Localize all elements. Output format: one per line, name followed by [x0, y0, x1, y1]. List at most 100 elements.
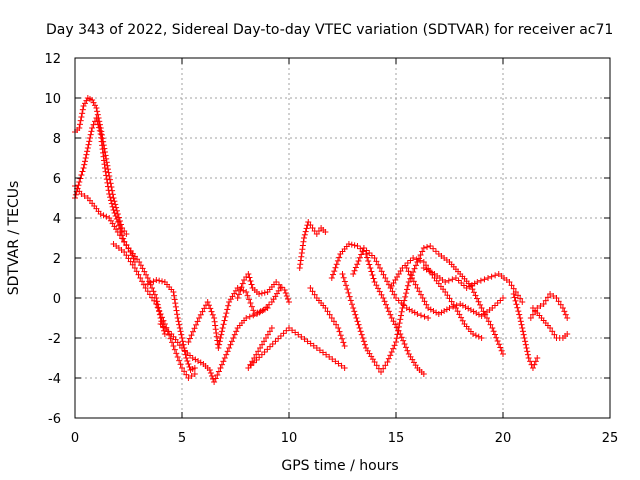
data-point — [150, 278, 157, 285]
data-point — [384, 305, 391, 311]
data-point — [380, 271, 387, 278]
data-point — [474, 295, 481, 302]
data-point — [340, 274, 347, 281]
data-point — [351, 308, 358, 315]
y-tick-label: 12 — [44, 52, 61, 67]
data-point — [340, 339, 347, 346]
data-point — [105, 183, 112, 190]
data-point — [336, 254, 343, 261]
data-point — [320, 349, 327, 356]
data-point — [412, 262, 419, 269]
data-point — [357, 328, 364, 335]
data-point — [553, 295, 560, 301]
data-point — [230, 335, 237, 341]
data-point — [444, 292, 451, 299]
data-point — [427, 243, 434, 249]
data-point — [83, 151, 90, 158]
data-point — [142, 285, 149, 291]
data-point — [212, 375, 219, 382]
data-point — [102, 168, 109, 175]
data-point — [523, 345, 530, 351]
data-point — [459, 317, 466, 324]
data-point — [550, 293, 557, 299]
data-point — [519, 328, 526, 335]
data-point — [247, 278, 254, 284]
data-point — [458, 314, 465, 321]
data-point — [419, 295, 426, 301]
data-point — [174, 354, 181, 360]
data-point — [214, 372, 221, 378]
data-point — [391, 342, 398, 349]
data-point — [222, 313, 229, 320]
data-point — [411, 309, 418, 316]
data-point — [250, 359, 257, 366]
data-point — [95, 121, 102, 128]
data-point — [135, 271, 142, 278]
data-point — [346, 293, 353, 300]
data-point — [208, 373, 215, 379]
data-point — [94, 118, 101, 125]
data-point — [283, 327, 290, 334]
data-point — [106, 191, 113, 197]
data-point — [487, 321, 494, 328]
data-point — [394, 331, 401, 338]
data-point — [248, 281, 255, 288]
data-point — [360, 338, 367, 345]
data-point — [295, 331, 302, 338]
data-point — [420, 371, 427, 377]
grid-lines — [75, 58, 610, 418]
data-point — [221, 355, 228, 361]
data-point — [450, 303, 457, 310]
data-point — [103, 213, 110, 220]
data-point — [209, 311, 216, 318]
data-point — [213, 330, 220, 336]
data-point — [470, 308, 477, 315]
data-point — [224, 348, 231, 355]
data-point — [534, 355, 541, 361]
data-point — [531, 361, 538, 368]
data-point — [416, 288, 423, 295]
data-point — [475, 333, 482, 340]
data-point — [371, 279, 378, 285]
data-point — [495, 341, 502, 348]
data-point — [414, 311, 421, 317]
data-point — [72, 191, 79, 198]
data-point — [267, 343, 274, 350]
data-point — [171, 346, 178, 353]
data-point — [266, 301, 273, 308]
data-point — [351, 242, 358, 249]
data-point — [218, 361, 225, 368]
data-point — [335, 325, 342, 331]
data-point — [349, 301, 356, 308]
data-point — [248, 362, 255, 369]
data-point — [353, 315, 360, 321]
data-point — [76, 121, 83, 128]
data-point — [195, 358, 202, 364]
data-point — [245, 365, 252, 371]
data-point — [322, 305, 329, 311]
data-point — [375, 285, 382, 292]
data-point — [286, 325, 292, 331]
data-point — [328, 315, 335, 321]
data-point — [220, 321, 227, 328]
data-point — [522, 338, 529, 345]
data-point — [139, 278, 146, 285]
data-point — [273, 279, 280, 285]
data-point — [255, 348, 262, 355]
data-point — [441, 308, 448, 314]
data-point — [519, 299, 526, 305]
data-point — [448, 298, 455, 305]
data-point — [246, 296, 253, 303]
data-point — [227, 341, 234, 348]
data-point — [343, 282, 350, 289]
data-point — [364, 254, 371, 261]
data-point — [137, 275, 144, 281]
data-point — [161, 331, 168, 337]
data-point — [522, 341, 529, 348]
data-point — [326, 353, 333, 360]
data-point — [155, 305, 162, 311]
data-point — [174, 311, 181, 318]
data-point — [245, 271, 252, 277]
data-point — [477, 277, 484, 284]
